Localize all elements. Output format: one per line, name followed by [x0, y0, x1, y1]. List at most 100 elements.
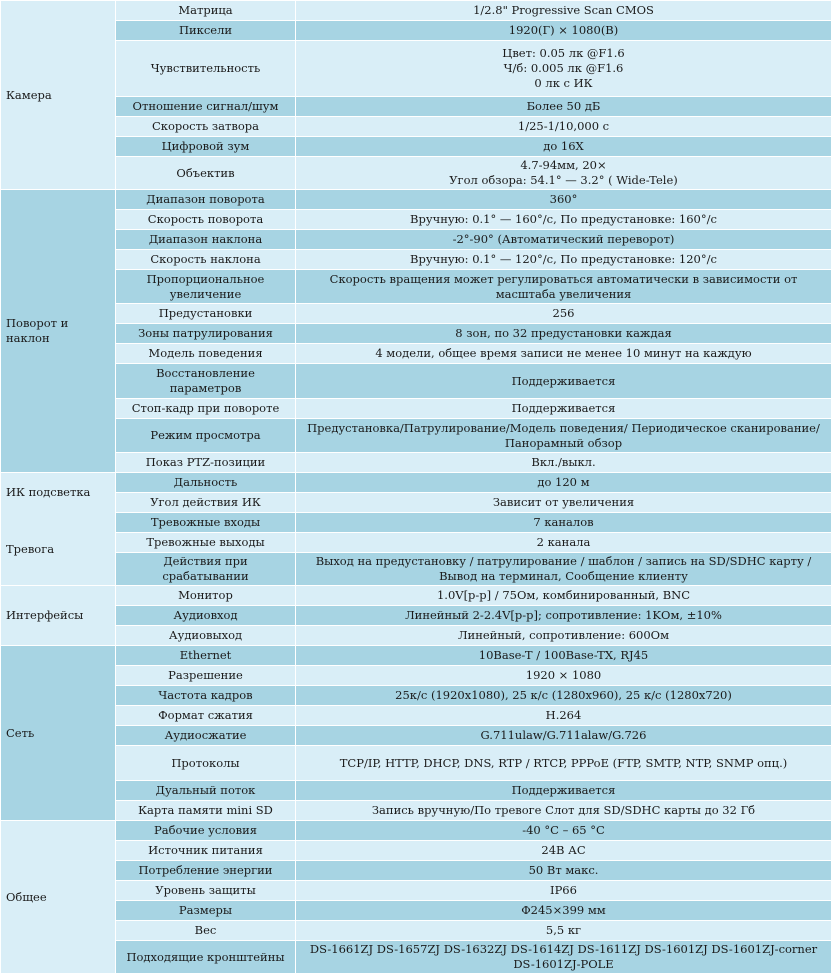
param-value-line: Запись вручную/По тревоге Слот для SD/SD…: [300, 803, 827, 818]
param-name: Действия при срабатывании: [116, 553, 296, 586]
param-value: Φ245×399 мм: [296, 901, 831, 921]
param-name: Скорость затвора: [116, 117, 296, 137]
param-value: 1/25-1/10,000 с: [296, 117, 831, 137]
param-name: Вес: [116, 921, 296, 941]
param-value-line: до 120 м: [300, 475, 827, 490]
param-value-line: 4 модели, общее время записи не менее 10…: [300, 346, 827, 361]
group-label: Сеть: [1, 646, 116, 821]
param-value-line: Вручную: 0.1° — 120°/с, По предустановке…: [300, 252, 827, 267]
param-name: Угол действия ИК: [116, 493, 296, 513]
param-value-line: 1/2.8" Progressive Scan CMOS: [300, 3, 827, 18]
param-value: 50 Вт макс.: [296, 861, 831, 881]
param-name: Восстановление параметров: [116, 364, 296, 399]
param-name: Цифровой зум: [116, 137, 296, 157]
param-value-line: H.264: [300, 708, 827, 723]
param-name: Разрешение: [116, 666, 296, 686]
group-label: Поворот и наклон: [1, 190, 116, 473]
spec-row: Формат сжатия H.264: [1, 706, 831, 726]
param-value: Скорость вращения может регулироваться а…: [296, 270, 831, 304]
param-value: Вкл./выкл.: [296, 453, 831, 473]
param-value: Поддерживается: [296, 781, 831, 801]
spec-row: Диапазон наклона-2°-90° (Автоматический …: [1, 230, 831, 250]
param-value: -40 °C – 65 °C: [296, 821, 831, 841]
param-name: Объектив: [116, 157, 296, 190]
param-value-line: Поддерживается: [300, 401, 827, 416]
param-value-line: 10Base-T / 100Base-TX, RJ45: [300, 648, 827, 663]
spec-row: Модель поведения 4 модели, общее время за…: [1, 344, 831, 364]
param-value: IP66: [296, 881, 831, 901]
param-value-line: Предустановка/Патрулирование/Модель пове…: [300, 421, 827, 451]
param-name: Зоны патрулирования: [116, 324, 296, 344]
param-value-line: 24В АС: [300, 843, 827, 858]
param-value-line: TCP/IP, HTTP, DHCP, DNS, RTP / RTCP, PPP…: [300, 756, 827, 771]
param-name: Тревожные входы: [116, 513, 296, 533]
param-value-line: Скорость вращения может регулироваться а…: [300, 272, 827, 302]
param-value: -2°-90° (Автоматический переворот): [296, 230, 831, 250]
param-value-line: 25к/с (1920x1080), 25 к/с (1280x960), 25…: [300, 688, 827, 703]
param-name: Формат сжатия: [116, 706, 296, 726]
param-value-line: 1/25-1/10,000 с: [300, 119, 827, 134]
param-name: Рабочие условия: [116, 821, 296, 841]
param-name: Модель поведения: [116, 344, 296, 364]
param-value: H.264: [296, 706, 831, 726]
group-label: Камера: [1, 1, 116, 190]
param-value: Вручную: 0.1° — 160°/с, По предустановке…: [296, 210, 831, 230]
param-value: Поддерживается: [296, 364, 831, 399]
param-name: Протоколы: [116, 746, 296, 781]
param-value: 8 зон, по 32 предустановки каждая: [296, 324, 831, 344]
param-name: Пропорциональное увеличение: [116, 270, 296, 304]
param-name: Аудиовход: [116, 606, 296, 626]
param-name: Матрица: [116, 1, 296, 21]
param-value: 360°: [296, 190, 831, 210]
param-value: 1/2.8" Progressive Scan CMOS: [296, 1, 831, 21]
param-value-line: Зависит от увеличения: [300, 495, 827, 510]
param-value-line: DS-1661ZJ DS-1657ZJ DS-1632ZJ DS-1614ZJ …: [300, 942, 827, 972]
group-label-text: Поворот и наклон: [6, 316, 111, 346]
param-value-line: Угол обзора: 54.1° — 3.2° ( Wide-Tele): [300, 173, 827, 188]
param-value: 24В АС: [296, 841, 831, 861]
spec-row: Вес 5,5 кг: [1, 921, 831, 941]
spec-row: Скорость затвора 1/25-1/10,000 с: [1, 117, 831, 137]
param-value-line: 1.0V[p-p] / 75Ом, комбинированный, BNC: [300, 588, 827, 603]
param-value: 256: [296, 304, 831, 324]
spec-row: Зоны патрулирования 8 зон, по 32 предуста…: [1, 324, 831, 344]
param-value: 4.7-94мм, 20×Угол обзора: 54.1° — 3.2° (…: [296, 157, 831, 190]
param-value-line: 8 зон, по 32 предустановки каждая: [300, 326, 827, 341]
param-value-line: -40 °C – 65 °C: [300, 823, 827, 838]
param-value: 5,5 кг: [296, 921, 831, 941]
param-value-line: Линейный 2-2.4V[p-p]; сопротивление: 1KО…: [300, 608, 827, 623]
param-value-line: 4.7-94мм, 20×: [300, 158, 827, 173]
param-name: Подходящие кронштейны: [116, 941, 296, 974]
param-value: до 16X: [296, 137, 831, 157]
param-value: 1920(Г) × 1080(В): [296, 21, 831, 41]
param-value: Предустановка/Патрулирование/Модель пове…: [296, 419, 831, 453]
param-value: TCP/IP, HTTP, DHCP, DNS, RTP / RTCP, PPP…: [296, 746, 831, 781]
param-value-line: 5,5 кг: [300, 923, 827, 938]
param-name: Уровень защиты: [116, 881, 296, 901]
param-name: Стоп-кадр при повороте: [116, 399, 296, 419]
param-value-line: Вручную: 0.1° — 160°/с, По предустановке…: [300, 212, 827, 227]
param-value: Вручную: 0.1° — 120°/с, По предустановке…: [296, 250, 831, 270]
param-value: Линейный 2-2.4V[p-p]; сопротивление: 1KО…: [296, 606, 831, 626]
